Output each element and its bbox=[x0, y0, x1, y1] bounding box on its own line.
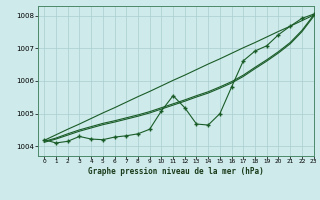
X-axis label: Graphe pression niveau de la mer (hPa): Graphe pression niveau de la mer (hPa) bbox=[88, 167, 264, 176]
